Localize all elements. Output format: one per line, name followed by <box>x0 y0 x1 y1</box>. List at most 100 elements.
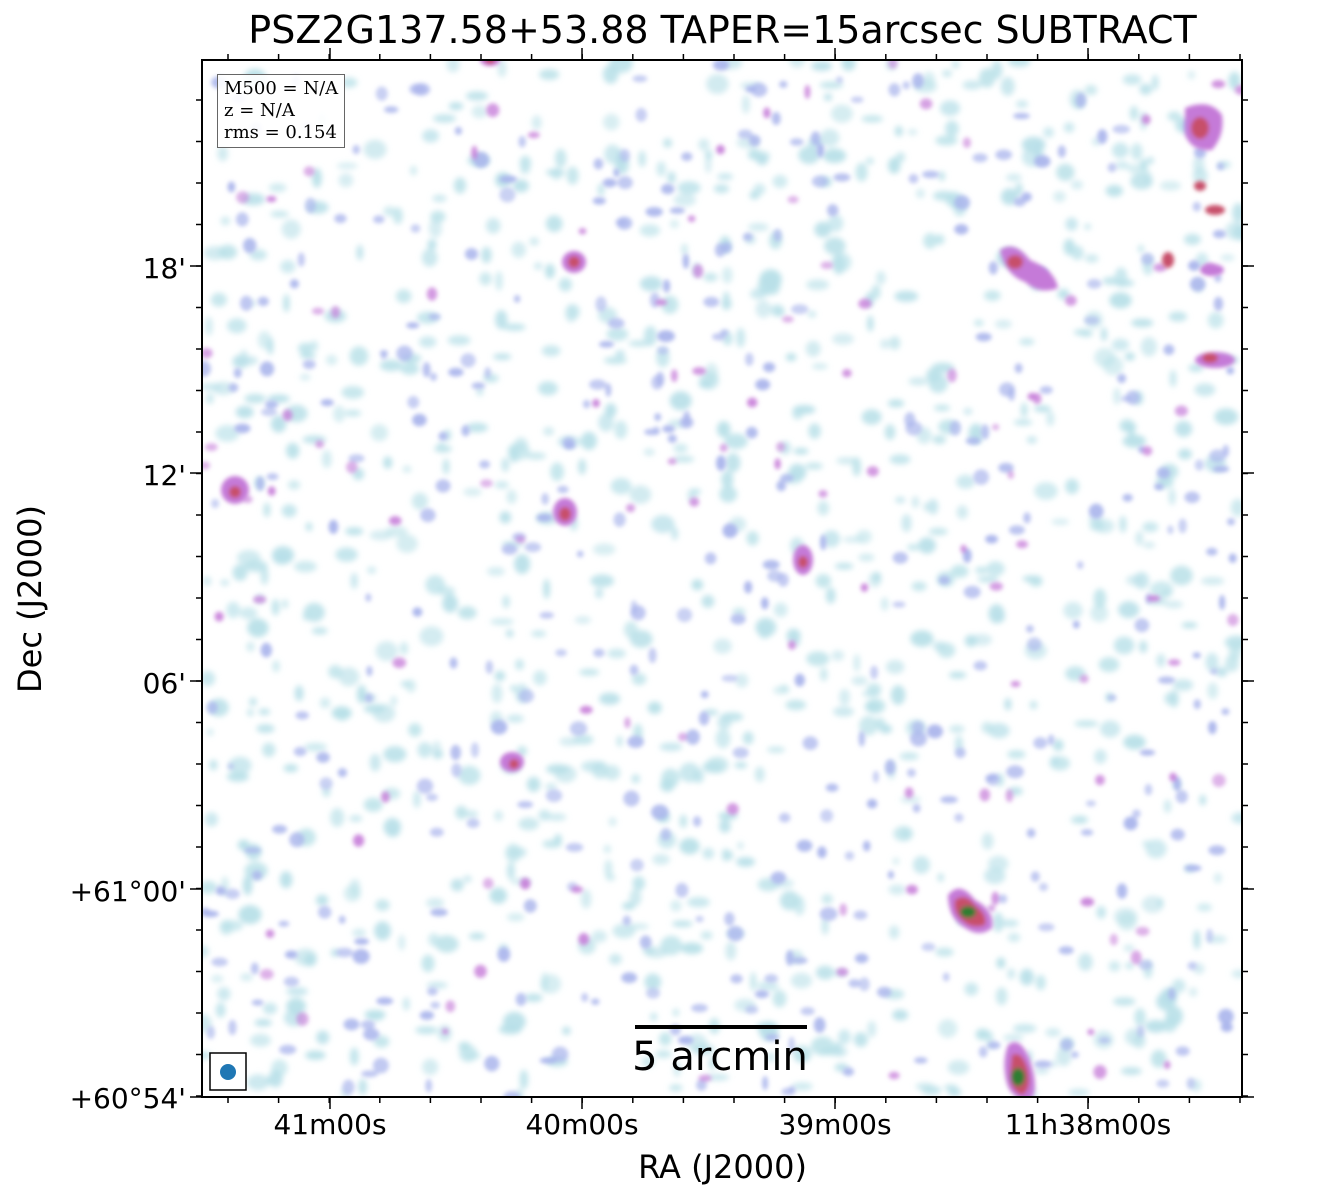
noise-blob <box>750 972 757 992</box>
noise-blob <box>1192 201 1202 212</box>
noise-blob <box>1216 162 1225 171</box>
noise-blob <box>262 742 276 758</box>
noise-blob <box>789 138 804 146</box>
noise-blob <box>1034 155 1051 168</box>
noise-blob <box>502 595 510 609</box>
noise-blob <box>643 325 658 346</box>
noise-blob <box>906 768 916 778</box>
noise-blob <box>1109 292 1132 309</box>
noise-blob <box>798 146 820 165</box>
noise-blob <box>745 85 756 93</box>
noise-blob <box>1077 561 1084 570</box>
noise-blob <box>550 462 564 482</box>
noise-blob <box>647 701 662 714</box>
noise-blob <box>235 212 249 227</box>
noise-blob <box>823 93 833 101</box>
noise-blob <box>580 431 598 450</box>
noise-blob <box>785 353 797 362</box>
noise-blob <box>1112 997 1136 1006</box>
noise-blob <box>1007 470 1014 479</box>
noise-blob <box>866 466 879 477</box>
noise-blob <box>373 215 385 224</box>
noise-blob <box>554 148 567 168</box>
noise-blob <box>1013 419 1033 426</box>
noise-blob <box>787 640 796 650</box>
noise-blob <box>980 424 990 440</box>
noise-blob <box>1220 1022 1233 1033</box>
noise-blob <box>1219 594 1226 610</box>
noise-blob <box>703 272 718 282</box>
noise-blob <box>536 513 552 522</box>
noise-blob <box>562 437 575 448</box>
noise-blob <box>1151 74 1159 91</box>
noise-blob <box>933 404 951 412</box>
noise-blob <box>1117 373 1127 384</box>
noise-blob <box>899 752 919 761</box>
noise-blob <box>654 413 662 422</box>
noise-blob <box>706 74 729 94</box>
noise-blob <box>1228 71 1241 90</box>
source-center-right <box>793 545 813 575</box>
noise-blob <box>754 766 765 783</box>
noise-blob <box>844 851 855 861</box>
axis-ticks <box>190 48 1254 1109</box>
noise-blob <box>1021 192 1032 202</box>
noise-blob <box>867 315 874 332</box>
noise-blob <box>1123 816 1138 831</box>
noise-blob <box>228 383 239 393</box>
noise-blob <box>458 1041 471 1051</box>
noise-blob <box>356 684 367 704</box>
noise-blob <box>538 381 558 396</box>
noise-blob <box>270 415 287 433</box>
noise-blob <box>652 854 670 865</box>
noise-blob <box>1213 296 1224 311</box>
noise-blob <box>250 962 259 975</box>
noise-blob <box>756 981 779 992</box>
noise-blob <box>1107 694 1117 701</box>
noise-blob <box>1157 897 1164 908</box>
noise-blob <box>595 296 607 312</box>
noise-blob <box>300 352 316 359</box>
noise-blob <box>962 80 982 90</box>
noise-blob <box>565 842 584 852</box>
noise-blob <box>320 399 334 407</box>
noise-blob <box>1170 828 1185 841</box>
noise-blob <box>605 383 612 397</box>
noise-blob <box>839 688 851 706</box>
noise-blob <box>810 131 821 146</box>
noise-blob <box>691 579 704 591</box>
noise-blob <box>779 812 791 823</box>
noise-blob <box>1194 383 1216 397</box>
noise-blob <box>205 393 214 405</box>
noise-blob <box>202 360 211 377</box>
noise-blob <box>215 1002 226 1018</box>
noise-blob <box>914 1057 928 1064</box>
noise-blob <box>465 91 489 101</box>
noise-blob <box>432 740 442 760</box>
noise-blob <box>698 138 710 151</box>
noise-blob <box>244 393 266 404</box>
noise-blob <box>442 1028 449 1035</box>
noise-blob <box>827 214 844 232</box>
noise-blob <box>227 763 234 770</box>
noise-blob <box>451 763 462 778</box>
noise-blob <box>519 167 531 175</box>
noise-blob <box>595 588 604 599</box>
noise-blob <box>204 812 219 827</box>
noise-blob <box>576 550 584 558</box>
noise-blob <box>303 166 315 177</box>
noise-blob <box>1053 191 1066 203</box>
noise-blob <box>945 120 959 137</box>
noise-blob <box>242 875 253 896</box>
noise-blob <box>1033 405 1051 413</box>
noise-blob <box>419 626 444 647</box>
noise-blob <box>1084 223 1091 230</box>
noise-blob <box>1065 478 1079 495</box>
noise-blob <box>464 810 479 819</box>
noise-blob <box>629 485 652 504</box>
noise-blob <box>1143 542 1156 549</box>
noise-blob <box>578 458 587 475</box>
noise-blob <box>1208 721 1217 735</box>
noise-blob <box>831 650 845 661</box>
noise-blob <box>356 244 364 261</box>
